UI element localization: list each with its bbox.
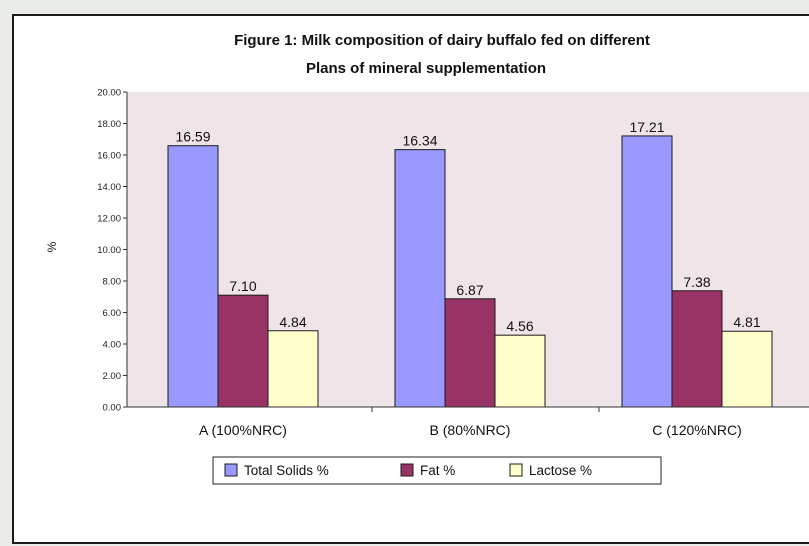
y-tick-label: 6.00: [103, 308, 122, 319]
y-tick-label: 16.00: [97, 151, 121, 162]
legend-label: Lactose %: [529, 463, 592, 478]
bar-fat-0: [217, 294, 269, 408]
data-label: 6.87: [456, 282, 483, 298]
bar-lactose-2: [721, 330, 773, 408]
bar-total-solids-0: [167, 145, 219, 408]
data-labels: 16.59 7.10 4.84 16.34 6.87 4.56 17.21 7.38 4.81: [175, 119, 760, 334]
y-tick-label: 12.00: [97, 214, 121, 225]
data-label: 4.56: [506, 318, 533, 334]
data-label: 17.21: [629, 119, 664, 135]
bar-lactose-0: [267, 330, 319, 408]
y-axis: 0.00 2.00 4.00 6.00 8.00 10.00 12.00 14.00 16.00…: [97, 88, 128, 414]
chart-frame: Figure 1: Milk composition of dairy buff…: [12, 14, 809, 544]
legend-swatch: [224, 463, 238, 477]
x-category-label: C (120%NRC): [652, 422, 741, 438]
y-tick-label: 20.00: [97, 88, 121, 99]
legend: Total Solids % Fat % Lactose %: [212, 456, 662, 485]
y-tick-label: 14.00: [97, 182, 121, 193]
data-label: 7.10: [229, 278, 256, 294]
bar-total-solids-1: [394, 149, 446, 408]
legend-swatch: [509, 463, 523, 477]
y-tick-label: 8.00: [103, 277, 122, 288]
legend-label: Fat %: [420, 463, 455, 478]
y-tick-label: 18.00: [97, 119, 121, 130]
bar-fat-1: [444, 298, 496, 408]
chart-title-line-1: Figure 1: Milk composition of dairy buff…: [234, 32, 650, 49]
chart-title-line-2: Plans of mineral supplementation: [306, 60, 546, 77]
bars: [167, 135, 773, 408]
x-category-label: B (80%NRC): [430, 422, 511, 438]
legend-swatch: [400, 463, 414, 477]
bar-chart: Figure 1: Milk composition of dairy buff…: [45, 32, 809, 485]
data-label: 7.38: [683, 274, 710, 290]
bar-lactose-1: [494, 334, 546, 408]
bar-total-solids-2: [621, 135, 673, 408]
y-tick-label: 4.00: [103, 340, 122, 351]
data-label: 16.34: [402, 133, 437, 149]
y-tick-label: 0.00: [103, 403, 122, 414]
y-tick-label: 10.00: [97, 245, 121, 256]
legend-box: [212, 456, 662, 485]
legend-label: Total Solids %: [244, 463, 329, 478]
x-axis: A (100%NRC) B (80%NRC) C (120%NRC): [127, 406, 809, 438]
y-axis-label: %: [45, 241, 59, 252]
bar-fat-2: [671, 290, 723, 408]
x-category-label: A (100%NRC): [199, 422, 287, 438]
data-label: 16.59: [175, 129, 210, 145]
y-tick-label: 2.00: [103, 371, 122, 382]
data-label: 4.84: [279, 314, 306, 330]
data-label: 4.81: [733, 314, 760, 330]
